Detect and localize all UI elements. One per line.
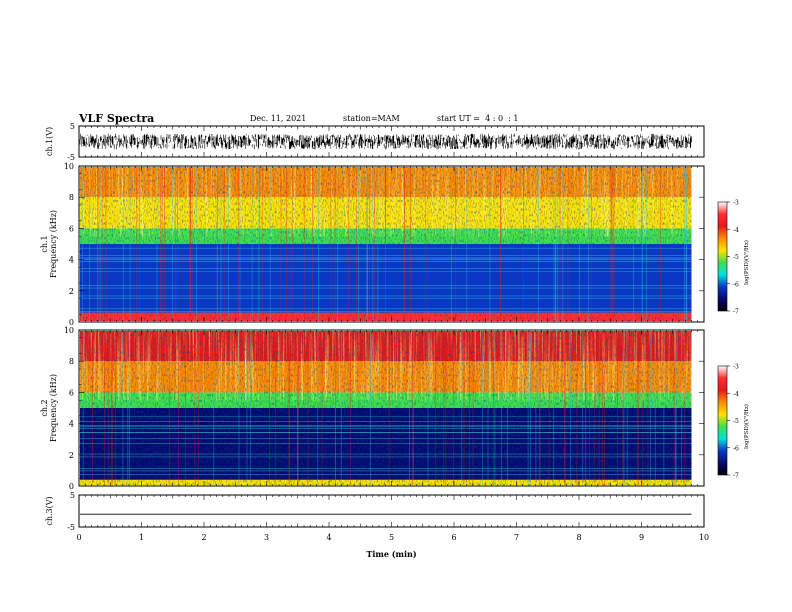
ch1-waveform-trace xyxy=(79,133,692,150)
colorbar-tick-label: -7 xyxy=(733,309,739,316)
y-tick-label: 2 xyxy=(69,287,74,296)
ch2-spectrogram-ylabel: Frequency (kHz) xyxy=(49,374,58,442)
x-tick-label: 10 xyxy=(699,533,709,542)
colorbar-tick-label: -3 xyxy=(733,200,739,207)
y-tick-label: 10 xyxy=(64,326,74,335)
date-label: Dec. 11, 2021 xyxy=(250,114,307,123)
psd-texture xyxy=(80,331,692,485)
colorbar-tick-label: -6 xyxy=(733,445,739,452)
colorbar-tick-label: -5 xyxy=(733,418,739,425)
y-tick-label: 0 xyxy=(69,318,74,327)
x-tick-label: 2 xyxy=(201,533,206,542)
x-tick-label: 0 xyxy=(76,533,81,542)
y-tick-label: 4 xyxy=(69,256,74,265)
x-tick-label: 3 xyxy=(264,533,269,542)
ch2-spectrogram-colorbar-label: log(PSD)(V²/Hz) xyxy=(743,404,750,449)
ch1-spectrogram-colorbar xyxy=(717,201,728,312)
colorbar-tick-label: -3 xyxy=(733,364,739,371)
x-tick-label: 7 xyxy=(514,533,519,542)
y-tick-label: 0 xyxy=(69,482,74,491)
ch1-spectrogram-colorbar-label: log(PSD)(V²/Hz) xyxy=(743,240,750,285)
x-axis-label: Time (min) xyxy=(366,549,416,559)
colorbar-tick-label: -7 xyxy=(733,473,739,480)
ch1-spectrogram-image xyxy=(80,167,692,321)
y-tick-label: 8 xyxy=(69,193,74,202)
ch2-spectrogram-colorbar xyxy=(717,365,728,476)
ch2-spectrogram-image xyxy=(80,331,692,485)
y-tick-label: 6 xyxy=(69,224,74,233)
psd-texture xyxy=(80,167,692,321)
y-tick-label: 4 xyxy=(69,420,74,429)
y-tick-label: 10 xyxy=(64,162,74,171)
ch2-spectrogram-ylabel: ch.2 xyxy=(40,399,49,416)
y-tick-label: -5 xyxy=(67,153,75,162)
start-time-label: start UT = 4 : 0 : 1 xyxy=(437,114,519,123)
x-tick-label: 1 xyxy=(139,533,144,542)
y-tick-label: 8 xyxy=(69,357,74,366)
y-tick-label: 5 xyxy=(70,491,75,500)
colorbar-tick-label: -4 xyxy=(733,391,739,398)
x-tick-label: 6 xyxy=(451,533,456,542)
colorbar-tick-label: -4 xyxy=(733,227,739,234)
y-tick-label: 2 xyxy=(69,451,74,460)
colorbar-tick-label: -6 xyxy=(733,281,739,288)
station-label: station=MAM xyxy=(343,114,400,123)
y-tick-label: -5 xyxy=(67,523,75,532)
x-tick-label: 4 xyxy=(326,533,331,542)
y-tick-label: 5 xyxy=(70,122,75,131)
ch1-spectrogram-ylabel: ch.1 xyxy=(40,235,49,252)
ch1-spectrogram-ylabel: Frequency (kHz) xyxy=(49,210,58,278)
colorbar-tick-label: -5 xyxy=(733,254,739,261)
x-tick-label: 8 xyxy=(576,533,581,542)
x-tick-label: 5 xyxy=(389,533,394,542)
x-tick-label: 9 xyxy=(639,533,644,542)
figure-title: VLF Spectra xyxy=(79,112,155,125)
y-tick-label: 6 xyxy=(69,388,74,397)
ch3-waveform-ylabel: ch.3(V) xyxy=(45,496,54,525)
ch1-waveform-ylabel: ch.1(V) xyxy=(45,127,54,156)
